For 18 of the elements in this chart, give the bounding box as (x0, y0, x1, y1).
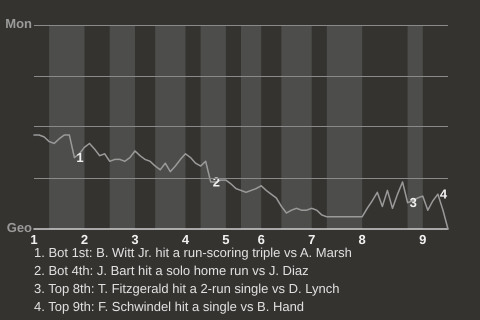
text: Mon (5, 16, 32, 31)
x-tick-label: 4 (182, 232, 190, 247)
x-tick-label: 7 (308, 232, 316, 247)
x-tick-label: 6 (258, 232, 265, 247)
text: 3. Top 8th: T. Fitzgerald hit a 2-run single vs D. Lynch (34, 281, 340, 296)
text: Geo (6, 220, 32, 235)
x-tick-label: 1 (30, 232, 38, 247)
annotation: 1 (76, 150, 84, 166)
text: 2. Bot 4th: J. Bart hit a solo home run vs J. Diaz (34, 263, 309, 278)
x-tick-label: 3 (131, 232, 139, 247)
x-tick-label: 8 (358, 232, 366, 247)
text: 4. Top 9th: F. Schwindel hit a single vs B. Hand (34, 299, 304, 314)
annotation: 3 (410, 195, 417, 210)
x-tick-label: 2 (80, 232, 88, 247)
text: 1. Bot 1st: B. Witt Jr. hit a run-scoring triple vs A. Marsh (34, 245, 352, 260)
annotation: 4 (440, 186, 448, 202)
x-tick-label: 5 (222, 232, 230, 247)
x-tick-label: 9 (419, 232, 426, 247)
